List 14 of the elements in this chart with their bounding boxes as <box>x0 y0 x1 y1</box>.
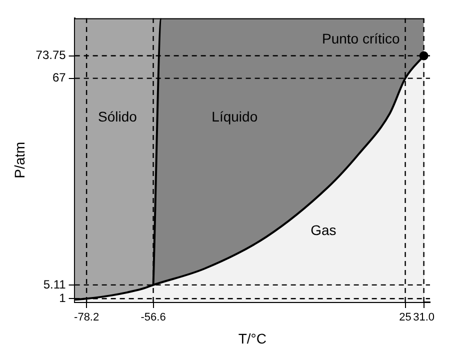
x-tick-label: 25 <box>399 312 412 324</box>
annotation: Sólido <box>98 108 138 124</box>
x-tick-label: -56.6 <box>140 312 166 324</box>
x-tick-label: -78.2 <box>74 312 100 324</box>
annotation: Gas <box>310 222 336 238</box>
annotation: Punto crítico <box>322 30 400 47</box>
y-tick-label: 1 <box>59 290 66 305</box>
y-tick-label: 73.75 <box>36 48 66 62</box>
y-tick-label: 67 <box>52 70 66 85</box>
y-tick-label: 5.11 <box>43 277 66 292</box>
annotation: Líquido <box>212 108 258 124</box>
x-tick-label: 31.0 <box>413 312 435 324</box>
x-axis-title: T/°C <box>238 330 266 346</box>
y-axis-title: P/atm <box>11 142 28 178</box>
